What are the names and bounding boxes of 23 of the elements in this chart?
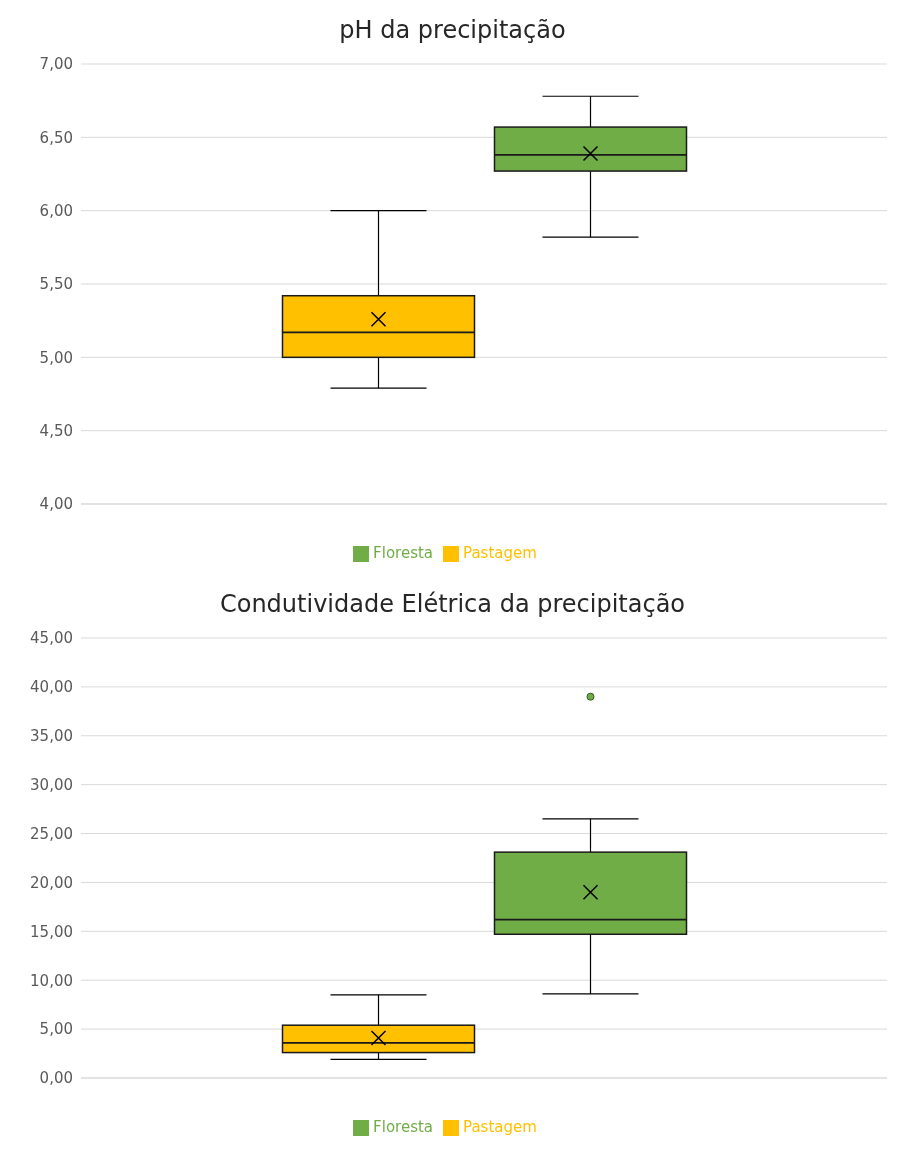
legend-label: Floresta (373, 544, 434, 562)
y-tick-label: 25,00 (30, 824, 73, 843)
y-tick-label: 15,00 (30, 922, 73, 941)
y-tick-label: 45,00 (30, 629, 73, 648)
legend-label: Floresta (373, 1118, 434, 1136)
y-tick-label: 6,00 (39, 201, 73, 220)
legend-label: Pastagem (463, 1118, 537, 1136)
y-tick-label: 5,00 (39, 1020, 73, 1039)
y-tick-label: 5,50 (39, 275, 73, 294)
y-tick-label: 30,00 (30, 775, 73, 794)
y-tick-label: 40,00 (30, 678, 73, 697)
y-tick-label: 0,00 (39, 1069, 73, 1088)
y-tick-label: 20,00 (30, 873, 73, 892)
legend-label: Pastagem (463, 544, 537, 562)
y-tick-label: 5,00 (39, 348, 73, 367)
y-tick-label: 10,00 (30, 971, 73, 990)
y-tick-label: 35,00 (30, 727, 73, 746)
chart-title: Condutividade Elétrica da precipitação (218, 589, 687, 620)
y-tick-label: 4,00 (39, 495, 73, 514)
y-tick-label: 6,50 (39, 128, 73, 147)
y-tick-label: 4,50 (39, 421, 73, 440)
chart-title: pH da precipitação (338, 15, 567, 46)
y-tick-label: 7,00 (39, 55, 73, 74)
